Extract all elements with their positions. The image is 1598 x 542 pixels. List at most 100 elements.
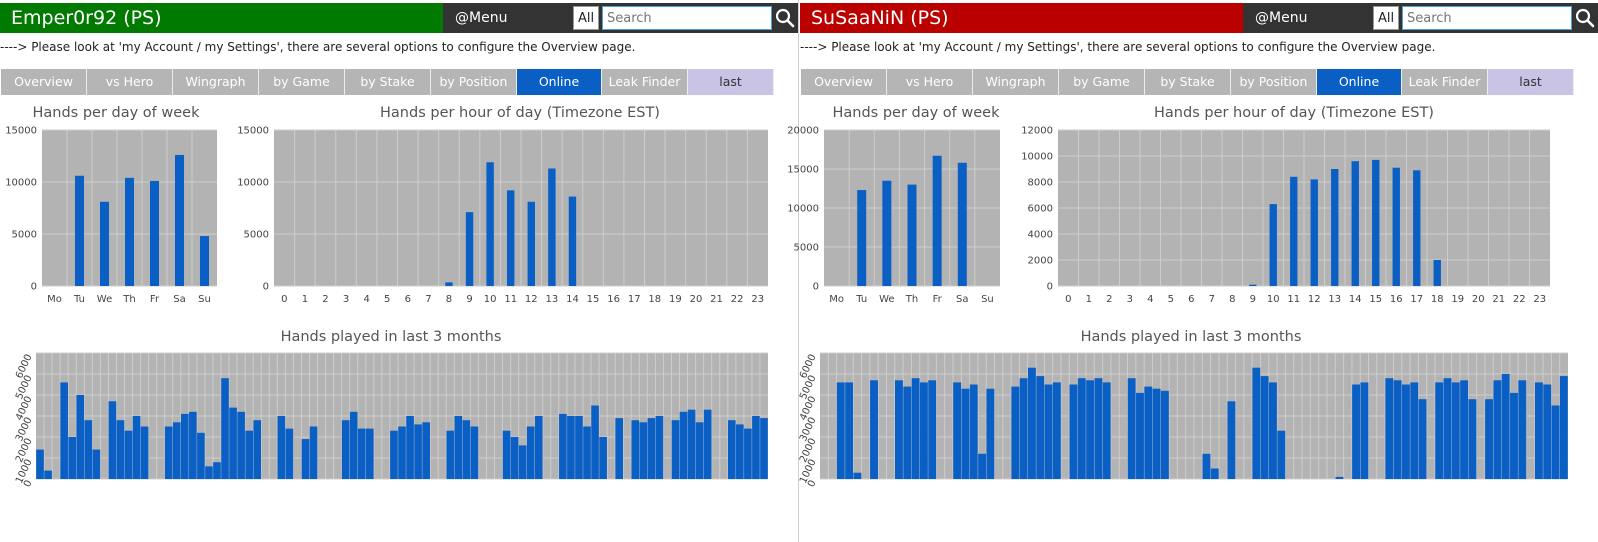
x-tick-label: 13 (546, 294, 559, 305)
bar (465, 212, 474, 286)
bar (164, 426, 173, 479)
bar (1443, 378, 1452, 479)
x-tick-label: 14 (566, 294, 579, 305)
bar (1435, 382, 1444, 479)
tab-by-position[interactable]: by Position (431, 69, 517, 95)
bar (853, 472, 862, 479)
tab-last[interactable]: last (688, 69, 774, 95)
x-tick-label: 3 (343, 294, 349, 305)
search-icon[interactable] (1574, 7, 1596, 29)
tab-by-stake[interactable]: by Stake (345, 69, 431, 95)
x-tick-label: 7 (1209, 294, 1215, 305)
tab-wingraph[interactable]: Wingraph (173, 69, 259, 95)
y-tick-label: 4000 (14, 395, 35, 423)
bar (172, 422, 181, 479)
bar (1413, 170, 1421, 286)
bar (349, 411, 358, 479)
plot-area (274, 130, 768, 286)
tab-by-stake[interactable]: by Stake (1145, 69, 1231, 95)
x-tick-label: 1 (1086, 294, 1092, 305)
tab-bar: Overview vs Hero Wingraph by Game by Stake by… (801, 69, 1574, 95)
menu-button[interactable]: @Menu (455, 10, 508, 26)
bar (189, 411, 197, 479)
search-input[interactable] (1402, 6, 1572, 30)
tab-vs-hero[interactable]: vs Hero (87, 69, 173, 95)
bar (870, 380, 878, 479)
all-filter-button[interactable]: All (573, 6, 599, 30)
bar (1493, 380, 1502, 479)
bar (446, 430, 455, 479)
tab-leak-finder[interactable]: Leak Finder (1402, 69, 1488, 95)
x-tick-label: 6 (1188, 294, 1194, 305)
bar (1077, 378, 1086, 479)
y-tick-label: 2000 (798, 437, 819, 465)
bar (736, 424, 744, 479)
bar (919, 382, 928, 479)
bar (882, 180, 892, 286)
bar (1036, 376, 1045, 479)
bar (647, 418, 656, 479)
bar (695, 422, 704, 479)
tab-vs-hero[interactable]: vs Hero (887, 69, 973, 95)
menu-button[interactable]: @Menu (1255, 10, 1308, 26)
bar (76, 395, 85, 479)
bar (237, 411, 245, 479)
bar (398, 426, 406, 479)
y-tick-label: 4000 (1028, 230, 1053, 241)
bar (366, 428, 374, 479)
y-tick-label: 8000 (1028, 178, 1053, 189)
x-tick-label: Fr (150, 294, 160, 305)
all-filter-button[interactable]: All (1373, 6, 1399, 30)
bar (84, 420, 93, 479)
bar (1460, 380, 1469, 479)
bar (1136, 392, 1144, 479)
y-tick-label: 10000 (1021, 152, 1053, 163)
tab-online[interactable]: Online (1317, 69, 1402, 95)
search-input[interactable] (602, 6, 772, 30)
search-icon[interactable] (774, 7, 796, 29)
bar (92, 449, 101, 479)
bar (599, 437, 607, 479)
tab-wingraph[interactable]: Wingraph (973, 69, 1059, 95)
tab-leak-finder[interactable]: Leak Finder (602, 69, 688, 95)
x-tick-label: 21 (710, 294, 723, 305)
x-tick-label: 11 (504, 294, 517, 305)
plot-area (1058, 130, 1550, 286)
x-tick-label: 4 (1147, 294, 1153, 305)
y-tick-label: 0 (806, 479, 819, 489)
y-tick-label: 5000 (798, 374, 819, 402)
tab-last[interactable]: last (1488, 69, 1574, 95)
bar (559, 413, 567, 479)
bar (957, 162, 967, 286)
plot-area (824, 130, 1000, 286)
bar (1310, 179, 1318, 286)
bar (1086, 380, 1095, 479)
y-tick-label: 0 (813, 282, 819, 293)
bar (1160, 390, 1169, 479)
tab-overview[interactable]: Overview (1, 69, 87, 95)
bar (953, 382, 962, 479)
x-tick-label: 22 (1513, 294, 1526, 305)
bar (229, 407, 237, 479)
tab-bar: Overview vs Hero Wingraph by Game by Stake by… (1, 69, 774, 95)
bar (526, 426, 535, 479)
tab-overview[interactable]: Overview (801, 69, 887, 95)
tab-by-game[interactable]: by Game (259, 69, 345, 95)
x-tick-label: Mo (47, 294, 62, 305)
bar (1144, 386, 1153, 479)
chart-title-last-3-months: Hands played in last 3 months (1080, 329, 1302, 345)
bar (462, 420, 471, 479)
tab-by-game[interactable]: by Game (1059, 69, 1145, 95)
y-tick-label: 5000 (244, 230, 269, 241)
bar (1385, 378, 1394, 479)
bar (969, 384, 978, 479)
x-tick-label: 14 (1349, 294, 1362, 305)
bar (978, 453, 987, 479)
x-tick-label: 12 (1308, 294, 1321, 305)
y-tick-label: 6000 (14, 353, 35, 381)
x-tick-label: 0 (1065, 294, 1071, 305)
tab-by-position[interactable]: by Position (1231, 69, 1317, 95)
tab-online[interactable]: Online (517, 69, 602, 95)
x-tick-label: 5 (384, 294, 390, 305)
bar (1518, 380, 1527, 479)
